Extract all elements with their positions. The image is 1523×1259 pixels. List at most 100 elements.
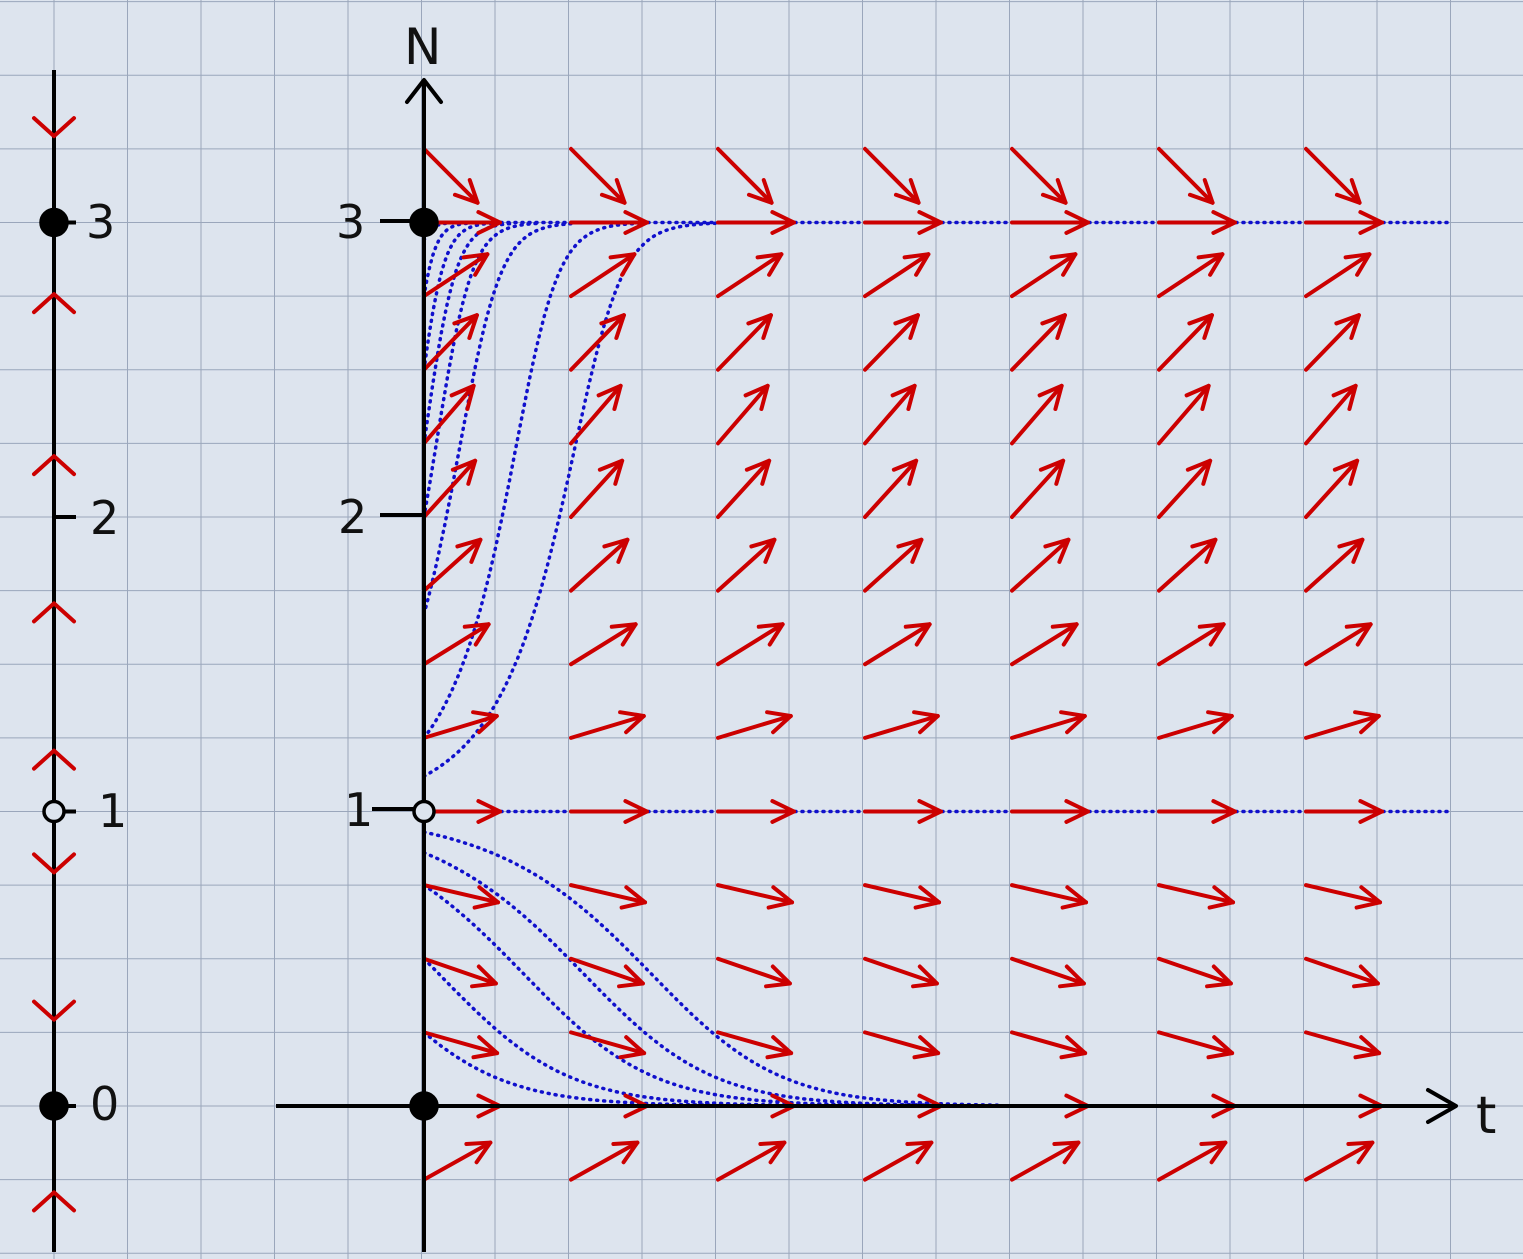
slope-arrow bbox=[1304, 622, 1373, 667]
solution-curve bbox=[422, 221, 641, 740]
slope-arrow bbox=[1304, 1140, 1375, 1182]
phase-label-2: 2 bbox=[90, 491, 119, 545]
slope-arrow bbox=[1304, 537, 1365, 593]
slope-arrow bbox=[1304, 883, 1383, 910]
solution-curve bbox=[422, 830, 1000, 1107]
n-axis-label: N bbox=[404, 18, 441, 76]
solution-curve bbox=[422, 221, 579, 616]
phase-line: 3 2 1 0 bbox=[32, 70, 127, 1252]
slope-arrow bbox=[863, 313, 920, 372]
equilibrium-points bbox=[409, 207, 439, 1121]
slope-arrow bbox=[1304, 210, 1384, 235]
phase-line-points bbox=[39, 207, 76, 1121]
slope-arrow bbox=[1157, 956, 1233, 989]
slope-arrow bbox=[1010, 1140, 1081, 1182]
slope-arrow bbox=[1157, 1140, 1228, 1182]
slope-arrow bbox=[422, 799, 502, 824]
phase-flow-down-chevron bbox=[32, 852, 76, 875]
slope-arrow bbox=[1010, 1030, 1088, 1060]
phase-unstable-point bbox=[42, 799, 66, 824]
slope-arrow bbox=[1157, 710, 1234, 740]
phase-stable-point bbox=[39, 207, 69, 238]
slope-arrow bbox=[1157, 210, 1237, 235]
phase-label-0: 0 bbox=[90, 1077, 119, 1131]
slope-arrow bbox=[1304, 313, 1361, 372]
slope-arrow bbox=[569, 383, 623, 446]
slope-arrow bbox=[1157, 1030, 1235, 1060]
slope-arrow bbox=[863, 956, 939, 989]
slope-arrow bbox=[422, 956, 498, 989]
slope-arrow bbox=[569, 537, 630, 593]
slope-arrow bbox=[863, 622, 932, 667]
slope-arrow bbox=[1010, 252, 1078, 299]
slope-arrow bbox=[422, 710, 499, 740]
solution-curve bbox=[422, 957, 788, 1107]
phase-label-3: 3 bbox=[86, 195, 115, 249]
slope-arrow bbox=[716, 622, 785, 667]
slope-arrow bbox=[422, 622, 491, 667]
slope-arrow bbox=[863, 799, 943, 824]
slope-arrow bbox=[863, 252, 931, 299]
phase-label-1: 1 bbox=[98, 784, 127, 838]
slope-arrow bbox=[863, 1140, 934, 1182]
slope-arrow bbox=[1304, 799, 1384, 824]
slope-arrow bbox=[1304, 1030, 1382, 1060]
slope-arrow bbox=[716, 799, 796, 824]
slope-arrow bbox=[569, 252, 637, 299]
slope-arrow bbox=[422, 252, 490, 299]
slope-arrow bbox=[1157, 146, 1215, 205]
slope-arrow bbox=[1010, 883, 1089, 910]
slope-arrow bbox=[1010, 313, 1067, 372]
slope-arrow bbox=[863, 1030, 941, 1060]
slope-arrow bbox=[569, 1030, 647, 1060]
slope-arrow bbox=[1010, 622, 1079, 667]
n-tick-label-1: 1 bbox=[344, 783, 373, 837]
slope-arrow bbox=[716, 383, 770, 446]
slope-arrow bbox=[1157, 622, 1226, 667]
stable-equilibrium-dot bbox=[409, 1091, 439, 1121]
unstable-equilibrium-dot bbox=[412, 799, 436, 824]
slope-arrow bbox=[1010, 799, 1090, 824]
slope-arrow bbox=[1157, 799, 1237, 824]
slope-arrow bbox=[422, 458, 478, 519]
slope-arrow bbox=[716, 313, 773, 372]
slope-arrow bbox=[863, 210, 943, 235]
slope-arrow bbox=[863, 710, 940, 740]
solution-curve bbox=[422, 221, 517, 446]
slope-arrow bbox=[422, 537, 483, 593]
slope-arrow bbox=[863, 383, 917, 446]
t-axis-arrowhead bbox=[1426, 1088, 1458, 1124]
slope-arrow bbox=[716, 252, 784, 299]
solution-curve bbox=[422, 883, 873, 1107]
slope-arrow bbox=[1304, 710, 1381, 740]
main-axes: t N 3 2 1 bbox=[276, 18, 1496, 1252]
phase-line-flow-arrows bbox=[32, 116, 76, 1213]
n-tick-label-2: 2 bbox=[338, 490, 367, 544]
slope-arrow bbox=[1010, 383, 1064, 446]
slope-arrow bbox=[1304, 458, 1360, 519]
slope-arrow bbox=[1010, 710, 1087, 740]
slope-arrow bbox=[422, 883, 501, 910]
slope-arrow bbox=[1304, 383, 1358, 446]
stable-equilibrium-dot bbox=[409, 207, 439, 238]
n-tick-label-3: 3 bbox=[336, 195, 365, 249]
slope-arrow bbox=[1010, 146, 1068, 205]
slope-arrow bbox=[1157, 883, 1236, 910]
slope-arrow bbox=[863, 537, 924, 593]
slope-arrow bbox=[1157, 458, 1213, 519]
slope-arrow bbox=[716, 883, 795, 910]
slope-arrow bbox=[1157, 313, 1214, 372]
slope-arrow bbox=[569, 313, 626, 372]
slope-arrow bbox=[1010, 210, 1090, 235]
slope-arrow bbox=[422, 383, 476, 446]
slope-arrow bbox=[1010, 956, 1086, 989]
phase-flow-up-chevron bbox=[32, 292, 76, 315]
slope-arrow bbox=[716, 458, 772, 519]
slope-arrow bbox=[863, 883, 942, 910]
slope-arrow bbox=[422, 1140, 493, 1182]
slope-field-arrows bbox=[422, 146, 1384, 1182]
phase-flow-up-chevron bbox=[32, 601, 76, 624]
slope-arrow bbox=[569, 210, 649, 235]
